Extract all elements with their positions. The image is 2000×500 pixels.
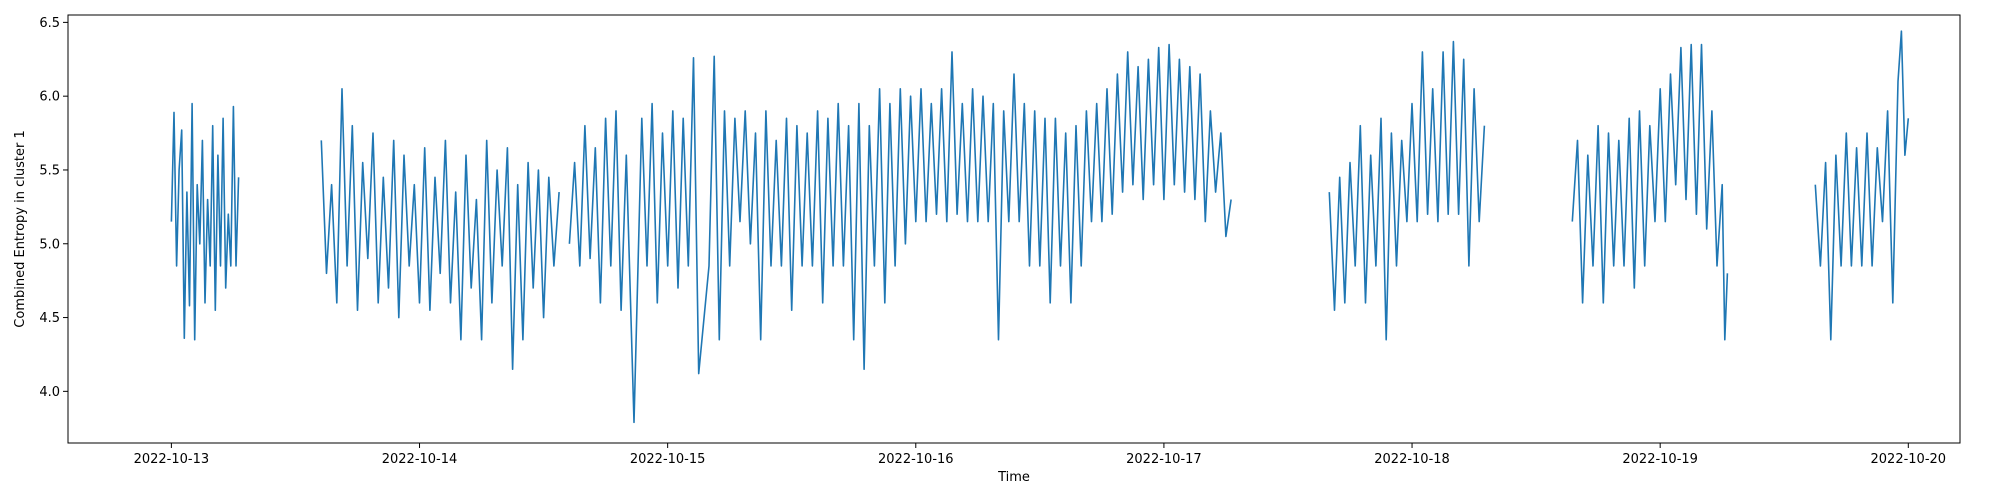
x-axis: 2022-10-13 2022-10-14 2022-10-15 2022-10-16… bbox=[134, 443, 1946, 467]
y-tick-label: 5.5 bbox=[39, 163, 60, 178]
x-tick-label: 2022-10-13 bbox=[134, 452, 210, 467]
series-line-segment-6 bbox=[1814, 30, 1910, 341]
series-line-segment-4 bbox=[1328, 40, 1486, 341]
series-line-segment-3 bbox=[568, 43, 1232, 424]
series-line-segment-2 bbox=[320, 88, 560, 371]
x-tick-label: 2022-10-17 bbox=[1126, 452, 1202, 467]
x-tick-label: 2022-10-18 bbox=[1374, 452, 1450, 467]
plot-frame bbox=[67, 14, 1961, 444]
series-layer bbox=[170, 30, 1910, 424]
y-tick-label: 5.0 bbox=[39, 237, 60, 252]
x-tick-label: 2022-10-20 bbox=[1871, 452, 1947, 467]
x-tick-label: 2022-10-19 bbox=[1622, 452, 1698, 467]
x-tick-label: 2022-10-16 bbox=[878, 452, 954, 467]
y-tick-label: 6.0 bbox=[39, 90, 60, 105]
x-axis-label: Time bbox=[997, 470, 1030, 485]
series-line-segment-1 bbox=[170, 102, 240, 341]
x-tick-label: 2022-10-15 bbox=[630, 452, 706, 467]
y-axis-label: Combined Entropy in cluster 1 bbox=[13, 130, 28, 327]
y-axis: 4.0 4.5 5.0 5.5 6.0 6.5 bbox=[39, 16, 68, 400]
series-line-segment-5 bbox=[1571, 43, 1729, 341]
x-tick-label: 2022-10-14 bbox=[382, 452, 458, 467]
y-tick-label: 6.5 bbox=[39, 16, 60, 31]
y-tick-label: 4.0 bbox=[39, 385, 60, 400]
y-tick-label: 4.5 bbox=[39, 311, 60, 326]
